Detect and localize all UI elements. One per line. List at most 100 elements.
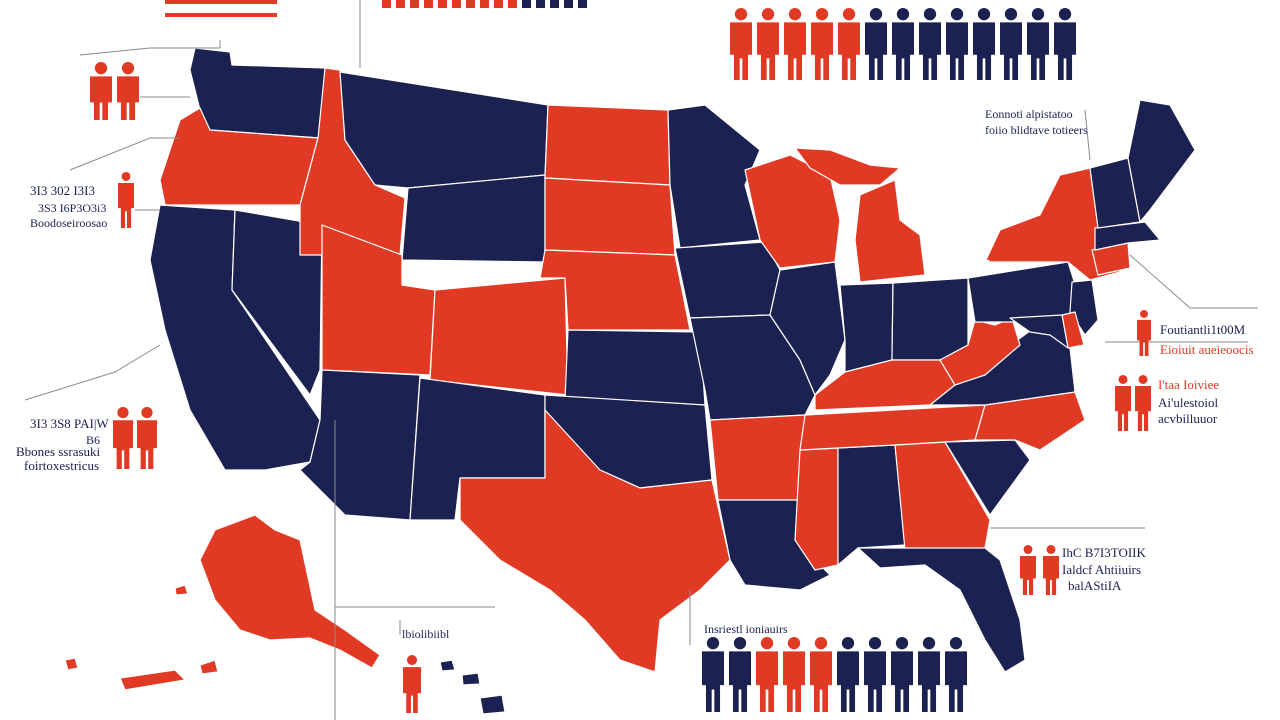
- person-icon: [784, 8, 806, 80]
- state-michigan-up[interactable]: [794, 147, 901, 186]
- annotation-right-5: acvbilluuor: [1158, 411, 1218, 426]
- person-icon: [1000, 8, 1022, 80]
- annotation-right-4: Ai'ulestoiol: [1158, 395, 1219, 410]
- state-pennsylvania[interactable]: [967, 261, 1081, 323]
- person-icon: [811, 8, 833, 80]
- person-icon: [865, 8, 887, 80]
- person-icon: [892, 8, 914, 80]
- state-montana[interactable]: [339, 71, 549, 189]
- leader-lines: [24, 0, 1258, 720]
- us-states-layer: [64, 47, 1196, 715]
- person-icon: [946, 8, 968, 80]
- state-arizona[interactable]: [299, 369, 421, 521]
- annotation-right-6: IhC B7I3TOIIK: [1062, 545, 1146, 560]
- person-icon: [137, 407, 157, 469]
- person-icon: [918, 637, 940, 712]
- person-icon: [508, 0, 517, 8]
- annotation-bottom-1: Insriestl ioniauirs: [704, 622, 788, 636]
- person-icon: [973, 8, 995, 80]
- person-icon: [757, 8, 779, 80]
- state-kansas[interactable]: [564, 329, 706, 406]
- person-icon: [729, 637, 751, 712]
- annotation-left-7: foirtoxestricus: [24, 458, 100, 473]
- person-icon: [113, 407, 133, 469]
- state-florida[interactable]: [857, 547, 1026, 673]
- person-icon: [403, 655, 421, 713]
- person-icon: [466, 0, 475, 8]
- state-south-carolina[interactable]: [944, 439, 1031, 516]
- state-north-dakota[interactable]: [544, 104, 671, 186]
- person-icon: [864, 637, 886, 712]
- state-ohio[interactable]: [891, 277, 969, 361]
- annotation-left-2: 3S3 I6P3O3i3: [38, 201, 107, 215]
- person-icon: [452, 0, 461, 8]
- person-icon: [702, 637, 724, 712]
- state-wisconsin[interactable]: [744, 154, 841, 269]
- person-icon: [891, 637, 913, 712]
- person-icon: [1027, 8, 1049, 80]
- state-colorado[interactable]: [429, 277, 569, 396]
- person-icon: [1054, 8, 1076, 80]
- person-icon: [810, 637, 832, 712]
- annotation-top-right-2: foiio blidtave totieers: [985, 123, 1088, 137]
- person-icon: [438, 0, 447, 8]
- annotation-top-right-1: Eonnoti alpistatoo: [985, 107, 1073, 121]
- person-icon: [494, 0, 503, 8]
- people-row-top-stub: [382, 0, 587, 8]
- state-maryland[interactable]: [1009, 314, 1069, 349]
- person-icon: [116, 62, 139, 120]
- person-icon: [396, 0, 405, 8]
- annotation-right-1: Foutiantli1t00M: [1160, 322, 1246, 337]
- person-icon: [730, 8, 752, 80]
- person-icon: [837, 637, 859, 712]
- person-icon: [578, 0, 587, 8]
- state-alabama[interactable]: [837, 444, 906, 566]
- person-icon: [1134, 375, 1151, 431]
- person-icon: [919, 8, 941, 80]
- annotation-right-7: Ialdcf Ahtiiuirs: [1062, 562, 1142, 577]
- state-washington[interactable]: [189, 47, 326, 139]
- state-wyoming[interactable]: [401, 174, 546, 263]
- person-icon: [117, 172, 134, 228]
- person-icon: [1136, 310, 1151, 356]
- state-illinois[interactable]: [769, 261, 846, 396]
- person-icon: [1114, 375, 1131, 431]
- state-maine[interactable]: [1127, 99, 1196, 223]
- person-icon: [382, 0, 391, 8]
- lake-michigan: [835, 185, 855, 270]
- person-icon: [410, 0, 419, 8]
- annotation-left-3: Boodoseiroosao: [30, 216, 108, 230]
- person-icon: [945, 637, 967, 712]
- people-row-top: [730, 8, 1076, 80]
- annotation-right-8: balAStiIA: [1068, 578, 1122, 593]
- state-alaska[interactable]: [199, 514, 381, 669]
- state-minnesota[interactable]: [667, 104, 761, 249]
- hawaii-island-3: [479, 694, 506, 715]
- state-arkansas[interactable]: [709, 414, 806, 501]
- person-icon: [522, 0, 531, 8]
- annotation-left-1: 3I3 302 I3I3: [30, 183, 95, 198]
- person-icon: [838, 8, 860, 80]
- great-lakes: [835, 185, 990, 276]
- people-row-bottom: [702, 637, 967, 712]
- annotation-left-6: Bbones ssrasuki: [16, 444, 101, 459]
- alaska-chain-2: [119, 669, 186, 691]
- state-iowa[interactable]: [674, 241, 781, 319]
- state-indiana[interactable]: [839, 282, 894, 373]
- state-michigan-lp[interactable]: [854, 179, 926, 283]
- annotation-bottom-2: lbiolibiibl: [402, 627, 450, 641]
- annotation-right-2: Eioiuit aueieoocis: [1160, 342, 1254, 357]
- alaska-chain-1: [64, 657, 79, 671]
- person-icon: [1019, 545, 1036, 595]
- lake-erie: [930, 259, 990, 276]
- annotation-left-5: B6: [86, 433, 101, 447]
- person-icon: [564, 0, 573, 8]
- person-icon: [783, 637, 805, 712]
- side-pictograms: [90, 62, 1151, 713]
- alaska-chain-3: [199, 659, 219, 675]
- person-icon: [550, 0, 559, 8]
- state-texas[interactable]: [459, 409, 731, 673]
- state-south-dakota[interactable]: [544, 177, 676, 256]
- person-icon: [756, 637, 778, 712]
